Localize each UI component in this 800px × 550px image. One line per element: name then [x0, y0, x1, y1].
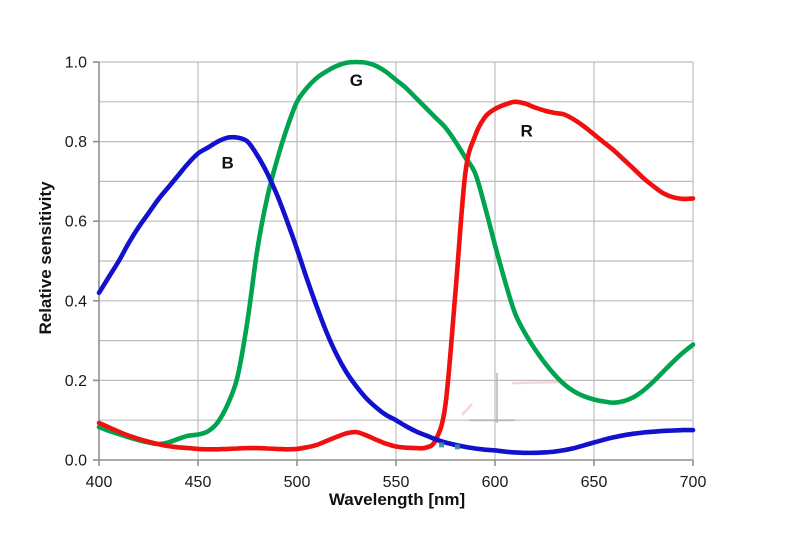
y-tick-label: 0.6 — [65, 214, 87, 231]
x-tick-label: 700 — [680, 474, 707, 491]
stray-pink-stroke — [512, 380, 567, 385]
series-label-R: R — [521, 121, 533, 140]
stray-pink-stroke — [461, 403, 473, 416]
x-tick-label: 450 — [185, 474, 212, 491]
x-tick-label: 600 — [482, 474, 509, 491]
x-tick-label: 500 — [284, 474, 311, 491]
x-axis-title: Wavelength [nm] — [328, 490, 466, 509]
x-tick-label: 550 — [383, 474, 410, 491]
y-tick-label: 1.0 — [65, 55, 87, 72]
curve-B — [96, 134, 696, 456]
series-label-B: B — [222, 153, 234, 172]
stray-dot-marker — [439, 442, 445, 448]
stray-dot-marker — [454, 444, 460, 450]
x-tick-label: 650 — [581, 474, 608, 491]
curve-G — [96, 59, 696, 447]
y-tick-label: 0.2 — [65, 373, 87, 390]
y-tick-label: 0.8 — [65, 134, 87, 151]
y-axis-title: Relative sensitivity — [36, 181, 55, 335]
y-tick-label: 0.4 — [65, 293, 87, 310]
y-tick-label: 0.0 — [65, 453, 87, 470]
series-label-G: G — [350, 71, 363, 90]
x-tick-label: 400 — [86, 474, 113, 491]
curve-R — [96, 99, 696, 452]
